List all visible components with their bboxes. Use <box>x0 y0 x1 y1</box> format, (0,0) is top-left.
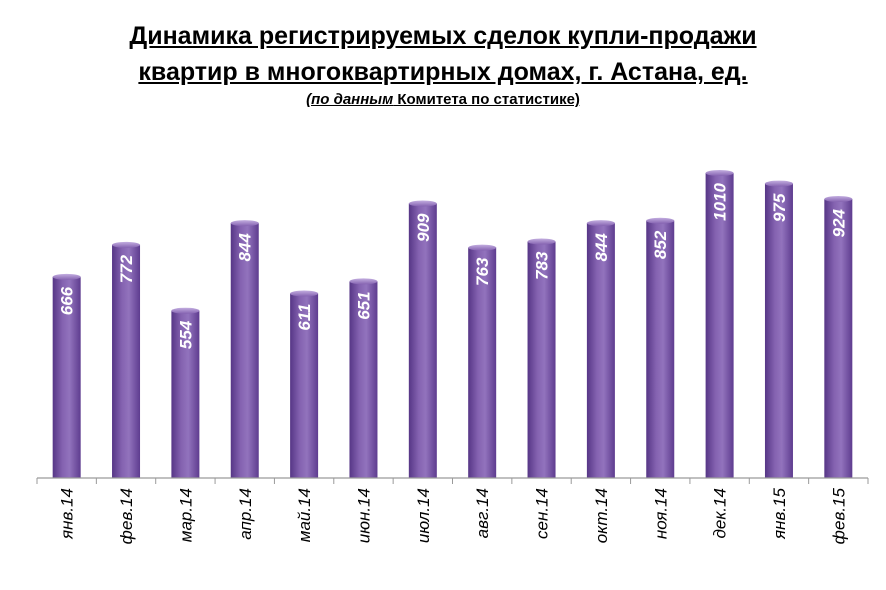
x-tick-label: авг.14 <box>473 488 492 538</box>
bar-дек.14: 1010 <box>705 170 734 478</box>
bar-апр.14: 844 <box>230 220 259 478</box>
bar-top <box>705 170 734 176</box>
x-tick-label: фев.14 <box>117 488 136 544</box>
bar-top <box>290 290 319 297</box>
bar <box>705 173 734 478</box>
chart-title: Динамика регистрируемых сделок купли-про… <box>0 18 886 90</box>
bar-value-label: 909 <box>414 213 433 242</box>
x-tick-label: ноя.14 <box>651 488 670 539</box>
x-tick-label: дек.14 <box>711 488 730 539</box>
bar-top <box>408 200 437 207</box>
bar-top <box>52 273 81 280</box>
bar <box>112 244 141 478</box>
bar <box>408 203 437 478</box>
chart-subtitle-rest: Комитета по статистике) <box>393 91 580 108</box>
bar-value-label: 763 <box>473 257 492 286</box>
bar-top <box>586 220 615 227</box>
bar-top <box>646 217 675 224</box>
bar <box>171 310 200 478</box>
x-tick-label: янв.14 <box>58 488 77 540</box>
bar-фев.15: 924 <box>824 195 853 479</box>
chart-title-line-2: квартир в многоквартирных домах, г. Аста… <box>138 58 748 86</box>
bars-group: 666 772 554 844 611 651 909 763 783 844 852 1010 975… <box>52 170 853 479</box>
bar-top <box>824 195 853 202</box>
bar <box>527 241 556 478</box>
bar-value-label: 666 <box>58 286 77 315</box>
bar-value-label: 1010 <box>711 182 730 220</box>
x-tick-label: янв.15 <box>770 487 789 539</box>
bar-top <box>349 278 378 285</box>
bar-top <box>468 244 497 251</box>
x-ticks-group <box>36 478 869 484</box>
bar-value-label: 772 <box>117 254 136 283</box>
bar-сен.14: 783 <box>527 238 556 478</box>
bar-янв.14: 666 <box>52 273 81 478</box>
bar-top <box>230 220 259 227</box>
bar <box>52 276 81 478</box>
bar-value-label: 924 <box>829 208 848 237</box>
bar-ноя.14: 852 <box>646 217 675 478</box>
bar-фев.14: 772 <box>112 241 141 478</box>
x-tick-label: сен.14 <box>533 488 552 539</box>
bar-value-label: 844 <box>592 233 611 262</box>
bar-value-label: 611 <box>295 303 314 330</box>
chart-subtitle-italic: (по данным <box>306 91 394 108</box>
bar-value-label: 844 <box>236 233 255 262</box>
bar-янв.15: 975 <box>764 180 793 478</box>
bar <box>764 183 793 478</box>
bar <box>646 220 675 478</box>
bar-value-label: 554 <box>176 320 195 349</box>
bar <box>290 293 319 478</box>
bar-value-label: 783 <box>533 251 552 280</box>
bar <box>349 281 378 478</box>
bar-июл.14: 909 <box>408 200 437 478</box>
x-tick-label: фев.15 <box>829 487 848 544</box>
bar-top <box>764 180 793 187</box>
bar-мар.14: 554 <box>171 307 200 478</box>
bar-окт.14: 844 <box>586 220 615 478</box>
bar-top <box>527 238 556 245</box>
bar-top <box>171 307 200 314</box>
bar-value-label: 975 <box>770 193 789 222</box>
x-tick-label: июл.14 <box>414 488 433 543</box>
bar-top <box>112 241 141 248</box>
bar <box>586 223 615 478</box>
bar <box>824 198 853 479</box>
bar <box>468 247 497 478</box>
x-tick-label: окт.14 <box>592 488 611 543</box>
bar-июн.14: 651 <box>349 278 378 478</box>
bar <box>230 223 259 478</box>
x-tick-label: июн.14 <box>354 488 373 543</box>
bar-авг.14: 763 <box>468 244 497 478</box>
chart-title-line-1: Динамика регистрируемых сделок купли-про… <box>129 22 757 50</box>
x-tick-label: май.14 <box>295 488 314 542</box>
bar-value-label: 651 <box>354 291 373 319</box>
x-tick-label: мар.14 <box>176 488 195 542</box>
x-labels-group: янв.14 фев.14 мар.14 апр.14 май.14 июн.14 июл.… <box>58 487 849 544</box>
x-tick-label: апр.14 <box>236 488 255 540</box>
chart-subtitle: (по данным Комитета по статистике) <box>0 91 886 108</box>
bar-value-label: 852 <box>651 230 670 259</box>
bar-май.14: 611 <box>290 290 319 478</box>
